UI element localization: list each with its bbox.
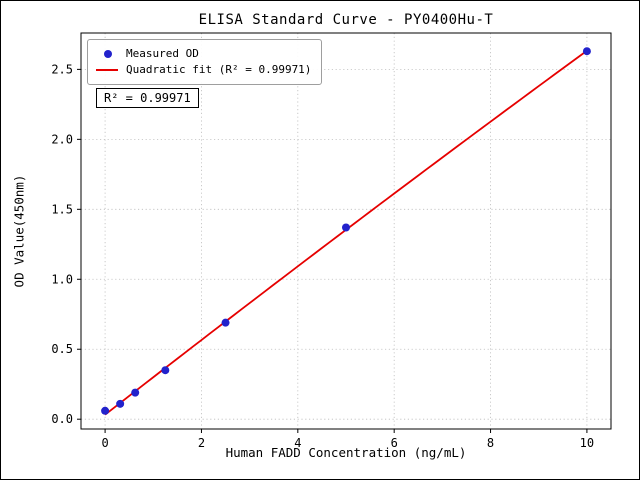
data-point [131,388,140,397]
y-tick-label: 1.0 [51,272,73,286]
x-tick-label: 6 [391,436,398,450]
y-tick-label: 2.5 [51,62,73,76]
legend-label-measured-od: Measured OD [126,47,199,60]
y-tick-label: 1.5 [51,202,73,216]
legend-dot-marker-icon [104,50,112,58]
legend: Measured OD Quadratic fit (R² = 0.99971) [87,39,323,85]
data-point [161,366,170,375]
data-point [116,399,125,408]
legend-label-quadratic-fit: Quadratic fit (R² = 0.99971) [126,63,312,76]
y-tick-label: 0.5 [51,342,73,356]
legend-line-marker-icon [96,69,118,71]
data-point [342,223,350,232]
x-tick-label: 8 [487,436,494,450]
x-tick-label: 4 [294,436,301,450]
data-point [221,318,230,327]
x-axis-label: Human FADD Concentration (ng/mL) [225,445,467,460]
y-tick-label: 0.0 [51,412,73,426]
data-point [101,406,110,415]
x-tick-label: 2 [198,436,205,450]
axes-box [80,32,612,430]
legend-entry-measured-od: Measured OD [96,46,311,62]
data-point [582,47,591,56]
r-squared-annotation: R² = 0.99971 [96,88,199,108]
x-tick-label: 10 [580,436,594,450]
x-tick-label: 0 [101,436,108,450]
y-tick-label: 2.0 [51,132,73,146]
y-axis-label: OD Value(450nm) [11,174,27,288]
chart-title: ELISA Standard Curve - PY0400Hu-T [198,12,494,28]
legend-entry-quadratic-fit: Quadratic fit (R² = 0.99971) [96,62,311,78]
